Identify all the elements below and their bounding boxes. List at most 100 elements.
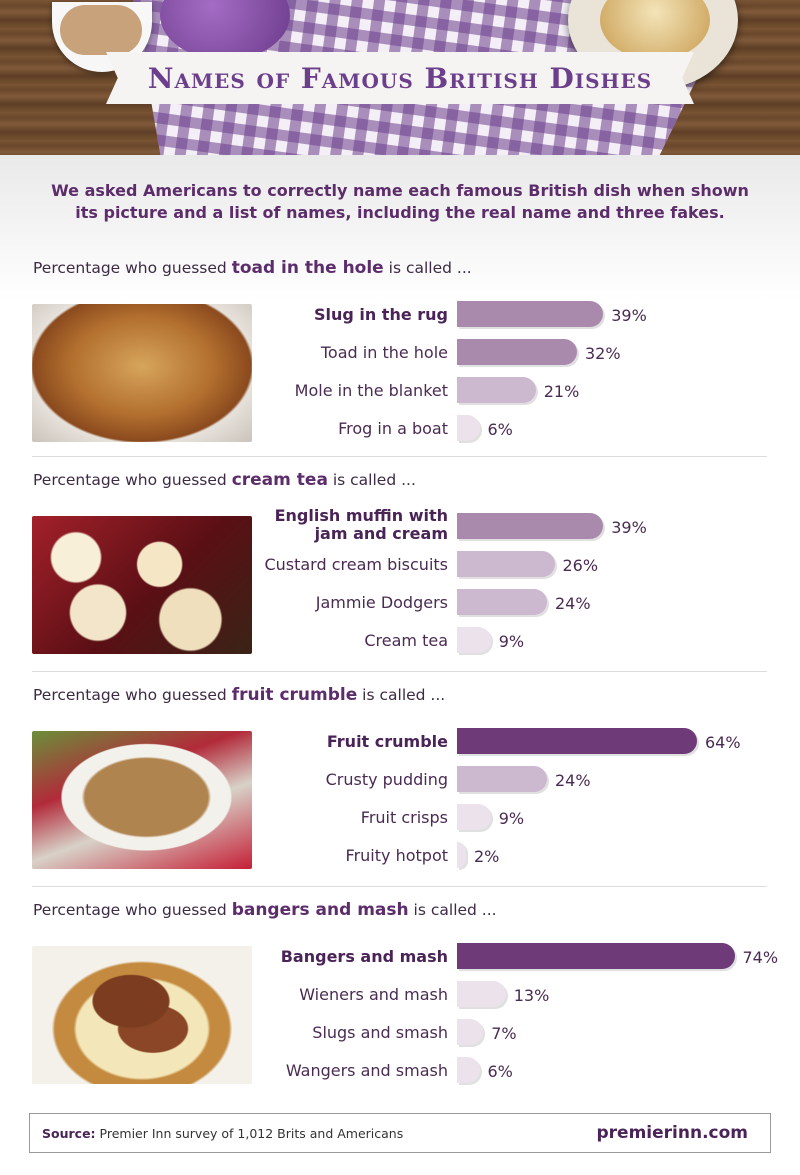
intro-background [0,155,800,300]
bar [457,1057,480,1083]
tea-image [60,5,142,55]
bar-label: Bangers and mash [280,947,448,966]
dish-name: toad in the hole [231,258,384,278]
bar-value-label: 6% [487,419,513,439]
bar-value-label: 74% [742,947,779,967]
bar-row: Wieners and mash 13% [0,980,800,1010]
dish-photo [32,946,252,1084]
bar [457,513,604,539]
heading-prefix: Percentage who guessed [33,471,232,489]
bar-value-label: 26% [562,555,599,575]
bar-row: Fruit crumble 64% [0,727,800,757]
section-heading: Percentage who guessed fruit crumble is … [33,685,445,705]
bar [457,766,547,792]
bar-label: Wieners and mash [299,985,448,1004]
heading-suffix: is called ... [383,259,472,277]
dish-photo [32,731,252,869]
chart-section: Percentage who guessed cream tea is call… [0,470,800,670]
bar [457,339,577,365]
bar-row: Frog in a boat 6% [0,414,800,444]
section-heading: Percentage who guessed cream tea is call… [33,470,416,490]
bar-label: Wangers and smash [285,1061,448,1080]
bar-value-label: 24% [555,593,591,613]
bar [457,551,555,577]
title-ribbon: Names of Famous British Dishes [106,52,694,104]
heading-suffix: is called ... [408,901,497,919]
source-text: Premier Inn survey of 1,012 Brits and Am… [99,1125,404,1141]
bar-label: Custard cream biscuits [264,555,448,574]
header-banner: Names of Famous British Dishes [0,0,800,160]
bar [457,415,480,441]
section-divider [32,886,767,887]
heading-prefix: Percentage who guessed [33,259,232,277]
bar-label: Crusty pudding [325,770,448,789]
bar-row: Cream tea 9% [0,626,800,656]
bar-label: Fruit crisps [360,808,448,827]
heading-prefix: Percentage who guessed [33,901,232,919]
source-label: Source: [42,1125,96,1141]
dish-name: cream tea [231,470,328,490]
bar-label: Mole in the blanket [294,381,448,400]
chart-section: Percentage who guessed fruit crumble is … [0,685,800,885]
bar-row: English muffin with jam and cream 39% [0,507,800,543]
bar-row: Slugs and smash 7% [0,1018,800,1048]
bar-row: Fruit crisps 9% [0,803,800,833]
bar-label: Cream tea [364,631,448,650]
bar [457,627,491,653]
chart-section: Percentage who guessed toad in the hole … [0,258,800,458]
bar-label: Fruity hotpot [345,846,448,865]
bar-label: Fruit crumble [326,732,448,751]
bar [457,1019,484,1045]
bar-value-label: 6% [487,1061,513,1081]
bar-row: Toad in the hole 32% [0,338,800,368]
bar-label: Frog in a boat [338,419,448,438]
intro-text: We asked Americans to correctly name eac… [51,181,749,222]
bar-value-label: 21% [543,381,580,401]
page-title: Names of Famous British Dishes [147,61,653,95]
bar-row: Bangers and mash 74% [0,942,800,972]
bar-label: Toad in the hole [320,343,448,362]
bar [457,589,547,615]
dish-photo [32,304,252,442]
bar-row: Mole in the blanket 21% [0,376,800,406]
bar-row: Fruity hotpot 2% [0,841,800,871]
dish-photo [32,516,252,654]
bar-value-label: 24% [555,770,591,790]
bar-row: Slug in the rug 39% [0,300,800,330]
section-heading: Percentage who guessed bangers and mash … [33,900,497,920]
bar-value-label: 39% [611,305,647,325]
bar-row: Crusty pudding 24% [0,765,800,795]
heading-suffix: is called ... [327,471,416,489]
bar [457,943,735,969]
bar-label: Slugs and smash [312,1023,448,1042]
footer: Source: Premier Inn survey of 1,012 Brit… [29,1113,771,1153]
bar [457,981,506,1007]
bar-value-label: 9% [498,808,525,828]
chart-section: Percentage who guessed bangers and mash … [0,900,800,1100]
bar-value-label: 7% [491,1023,517,1043]
dish-name: bangers and mash [231,900,409,920]
heading-suffix: is called ... [357,686,446,704]
bar [457,842,466,868]
heading-prefix: Percentage who guessed [33,686,232,704]
bar-value-label: 9% [498,631,525,651]
section-heading: Percentage who guessed toad in the hole … [33,258,472,278]
bar-label: English muffin with jam and cream [274,506,448,543]
bar [457,804,491,830]
bar-label: Jammie Dodgers [315,593,448,612]
bar-value-label: 64% [705,732,741,752]
brand-logo-text: premierinn.com [596,1123,749,1143]
bar [457,301,604,327]
bar [457,728,697,754]
bar-value-label: 39% [611,517,647,537]
bar-label: Slug in the rug [313,305,448,324]
bar-row: Jammie Dodgers 24% [0,588,800,618]
source-note: Source: Premier Inn survey of 1,012 Brit… [42,1126,403,1141]
section-divider [32,456,767,457]
bar-value-label: 32% [585,343,621,363]
bar-value-label: 13% [513,985,550,1005]
bar-value-label: 2% [474,846,500,866]
bar-row: Wangers and smash 6% [0,1056,800,1086]
bar-row: Custard cream biscuits 26% [0,550,800,580]
bar [457,377,536,403]
